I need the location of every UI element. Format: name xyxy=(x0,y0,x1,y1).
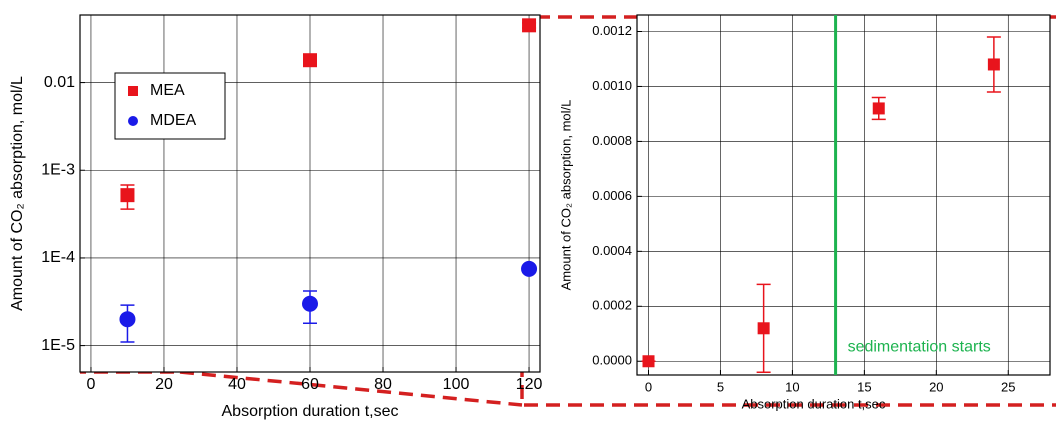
x-tick-label: 10 xyxy=(785,379,799,394)
data-point xyxy=(872,102,885,115)
data-point xyxy=(302,295,318,312)
y-tick-label: 0.01 xyxy=(44,74,75,91)
x-tick-label: 80 xyxy=(374,376,392,393)
y-tick-label: 0.0004 xyxy=(592,243,632,258)
legend-box xyxy=(114,72,226,140)
x-tick-label: 20 xyxy=(929,379,943,394)
annotation: sedimentation starts xyxy=(848,339,991,356)
legend-label: MEA xyxy=(150,82,185,99)
plot-frame xyxy=(636,14,1051,376)
y-axis-label: Amount of CO₂ absorption, mol/L xyxy=(9,76,26,311)
legend-marker xyxy=(128,116,138,126)
x-axis-label: Absorption duration t,sec xyxy=(742,396,886,411)
legend-marker xyxy=(128,86,138,96)
chart: 0 5 10 15 20 25 0.0000 0.0002 0.0004 0.0006 0.0008… xyxy=(558,14,1051,411)
y-tick-label: 1E-3 xyxy=(41,161,75,178)
x-tick-label: 0 xyxy=(645,379,652,394)
plot-area xyxy=(637,15,1050,375)
x-tick-label: 25 xyxy=(1001,379,1015,394)
plot-frame xyxy=(79,14,541,373)
y-tick-label: 0.0002 xyxy=(592,298,632,313)
legend-label: MDEA xyxy=(150,112,197,129)
x-tick-label: 20 xyxy=(155,376,173,393)
data-point xyxy=(987,58,1000,71)
data-point xyxy=(757,322,770,335)
x-tick-label: 5 xyxy=(717,379,724,394)
x-tick-label: 40 xyxy=(228,376,246,393)
y-tick-label: 0.0000 xyxy=(592,353,632,368)
x-tick-label: 120 xyxy=(516,376,543,393)
y-tick-label: 0.0012 xyxy=(592,23,632,38)
x-tick-label: 100 xyxy=(443,376,470,393)
x-tick-label: 0 xyxy=(86,376,95,393)
data-point xyxy=(521,260,538,277)
data-point xyxy=(522,18,537,33)
y-tick-label: 0.0006 xyxy=(592,188,632,203)
y-tick-label: 1E-5 xyxy=(41,337,75,354)
y-axis-label: Amount of CO₂ absorption, mol/L xyxy=(558,100,573,291)
y-tick-label: 0.0008 xyxy=(592,133,632,148)
x-tick-label: 15 xyxy=(857,379,871,394)
chart: 0 20 40 60 80 100 120 1E-5 1E-4 1E-3 0.01 Absorptio… xyxy=(9,14,543,420)
y-tick-label: 0.0010 xyxy=(592,78,632,93)
y-tick-label: 1E-4 xyxy=(41,249,75,266)
data-point xyxy=(120,188,135,203)
data-point xyxy=(303,53,317,68)
data-point xyxy=(642,355,655,368)
x-tick-label: 60 xyxy=(301,376,319,393)
x-axis-label: Absorption duration t,sec xyxy=(222,403,399,420)
data-point xyxy=(119,311,136,328)
